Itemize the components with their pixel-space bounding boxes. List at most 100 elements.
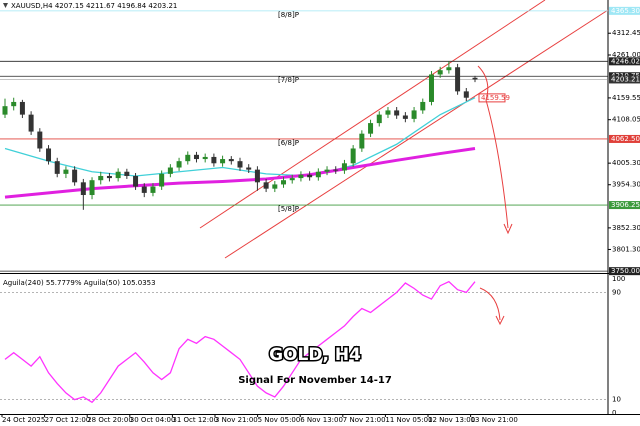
x-tick-label: 13 Nov 21:00 xyxy=(471,416,518,424)
price-label: 3906.25 xyxy=(611,201,640,209)
current-price: 4203.21 xyxy=(611,75,640,83)
candle-body xyxy=(185,154,191,162)
candle-body xyxy=(80,182,86,196)
candle-body xyxy=(394,110,400,116)
header: XAUUSD,H4 4207.15 4211.67 4196.84 4203.2… xyxy=(11,2,177,10)
candle-body xyxy=(28,114,34,132)
arrow-head xyxy=(503,223,513,235)
candle-body xyxy=(98,175,104,181)
candle-body xyxy=(428,74,434,102)
y-tick-label: 4108.05 xyxy=(612,116,640,124)
level-name: [7/8]P xyxy=(278,76,299,84)
x-tick-label: 11 Nov 05:00 xyxy=(385,416,432,424)
level-name: [6/8]P xyxy=(278,139,299,147)
candle-body xyxy=(202,156,208,160)
indicator-tick-label: 10 xyxy=(612,396,621,404)
y-tick-label: 3954.30 xyxy=(612,181,640,189)
candle-body xyxy=(446,67,452,71)
candle-body xyxy=(46,148,52,162)
candle-body xyxy=(72,169,78,183)
symbol: XAUUSD,H4 xyxy=(11,2,53,10)
candle-body xyxy=(11,101,17,107)
candle-body xyxy=(376,114,382,124)
candle-body xyxy=(228,159,234,162)
open: 4207.15 xyxy=(55,2,84,10)
high: 4211.67 xyxy=(86,2,115,10)
chart-title: GOLD, H4 xyxy=(269,345,361,365)
symbol-icon xyxy=(3,3,8,8)
candle-body xyxy=(211,156,217,164)
price-label: 4062.50 xyxy=(611,135,640,143)
price-label-box xyxy=(609,201,640,210)
arrow-head xyxy=(495,315,505,326)
candle-body xyxy=(167,167,173,174)
indicator-tick-label: 100 xyxy=(612,275,625,283)
candle-body xyxy=(350,148,356,164)
candle-body xyxy=(37,131,43,149)
close: 4203.21 xyxy=(148,2,177,10)
candle-body xyxy=(307,174,313,178)
candle-body xyxy=(455,67,461,92)
candle-body xyxy=(437,70,443,75)
candle-body xyxy=(298,174,304,179)
indicator-line xyxy=(4,280,476,404)
candle-body xyxy=(237,161,243,168)
x-tick-label: 30 Oct 04:00 xyxy=(130,416,176,424)
x-tick-label: 3 Nov 21:00 xyxy=(215,416,258,424)
y-tick-label: 4005.30 xyxy=(612,159,640,167)
x-tick-label: 5 Nov 05:00 xyxy=(258,416,301,424)
candle-body xyxy=(385,110,391,115)
x-tick-label: 28 Oct 20:00 xyxy=(87,416,133,424)
candle-body xyxy=(289,178,295,181)
candle-body xyxy=(19,101,25,115)
candle-body xyxy=(106,175,112,179)
candle-body xyxy=(263,182,269,189)
chart-subtitle: Signal For November 14-17 xyxy=(238,375,392,386)
candle-body xyxy=(150,186,156,193)
candle-body xyxy=(54,161,60,174)
candle-body xyxy=(133,175,139,187)
price-label: 3750.00 xyxy=(611,267,640,275)
x-tick-label: 12 Nov 13:00 xyxy=(428,416,475,424)
low: 4196.84 xyxy=(117,2,146,10)
indicator-arrow xyxy=(479,287,501,321)
y-tick-label: 4159.55 xyxy=(612,94,640,102)
level-name: [8/8]P xyxy=(278,11,299,19)
candle-body xyxy=(281,180,287,185)
candle-body xyxy=(272,184,278,189)
candle-body xyxy=(411,110,417,119)
candle-body xyxy=(420,101,426,111)
candle-body xyxy=(254,169,260,183)
candle-body xyxy=(124,171,130,176)
x-tick-label: 24 Oct 2025 xyxy=(2,416,45,424)
level-name: [5/8]P xyxy=(278,205,299,213)
candle-body xyxy=(333,169,339,171)
candle-body xyxy=(324,169,330,172)
x-tick-label: 27 Oct 12:00 xyxy=(45,416,91,424)
price-label-box xyxy=(609,6,640,15)
candle-body xyxy=(402,115,408,119)
candle-body xyxy=(193,154,199,160)
candle-body xyxy=(341,163,347,171)
indicator-label: Aguila(240) 55.7779% Aguila(50) 105.0353 xyxy=(3,279,156,287)
candle-body xyxy=(63,169,69,174)
price-label-box xyxy=(609,57,640,66)
channel-line xyxy=(224,9,609,259)
x-tick-label: 7 Nov 21:00 xyxy=(343,416,386,424)
moving-average xyxy=(4,97,476,177)
indicator-tick-label: 0 xyxy=(612,409,616,417)
candle-body xyxy=(246,167,252,170)
candle-body xyxy=(176,161,182,168)
candle-body xyxy=(2,106,8,115)
y-tick-label: 4312.45 xyxy=(612,29,640,37)
candle-body xyxy=(463,91,469,98)
price-label: 4246.02 xyxy=(611,57,640,65)
candle-body xyxy=(472,77,478,80)
indicator-tick-label: 90 xyxy=(612,288,621,296)
target-label: 4159.59 xyxy=(481,94,510,102)
x-tick-label: 31 Oct 12:00 xyxy=(172,416,218,424)
candle-body xyxy=(89,180,95,196)
candle-body xyxy=(368,123,374,134)
